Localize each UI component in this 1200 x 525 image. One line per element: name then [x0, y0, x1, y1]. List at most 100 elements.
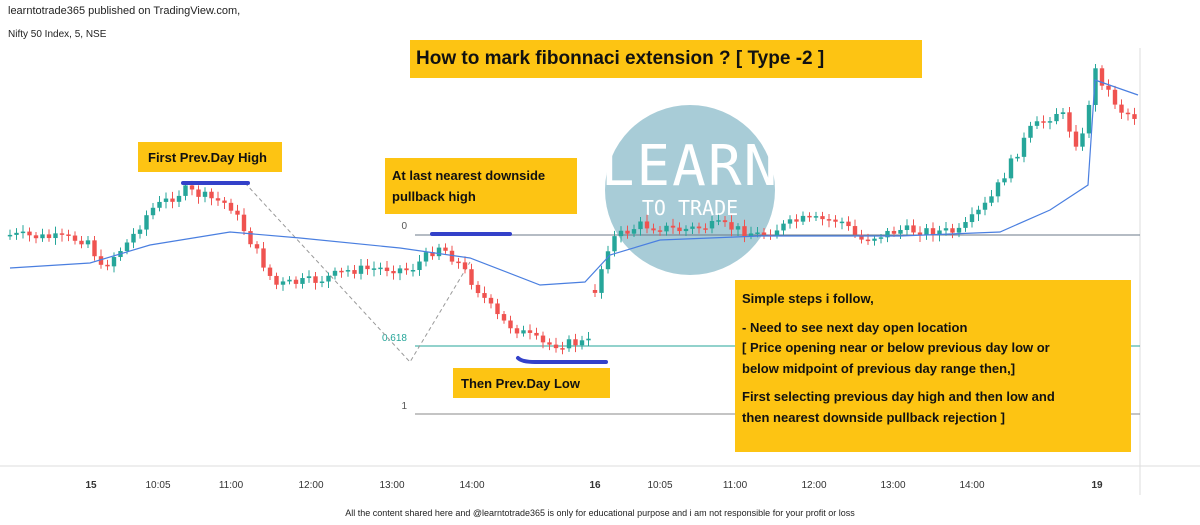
candle-body [1002, 178, 1007, 183]
candle-body [696, 226, 702, 229]
candle-body [917, 232, 923, 236]
candle-body [911, 225, 916, 233]
candle-body [345, 270, 351, 272]
time-label: 15 [85, 480, 97, 491]
candle-body [774, 230, 780, 236]
candle-body [969, 214, 975, 223]
candle-body [807, 215, 812, 218]
steps-heading: Simple steps i follow, [742, 291, 874, 306]
candle-body [1080, 133, 1085, 147]
candle-body [391, 271, 396, 274]
candle-body [202, 191, 208, 197]
candle-body [72, 235, 78, 241]
candle-body [586, 338, 591, 341]
candle-body [839, 221, 845, 224]
candle-body [469, 269, 474, 285]
steps-box: Simple steps i follow, - Need to see nex… [735, 280, 1131, 452]
candle-body [410, 270, 416, 272]
candle-body [521, 330, 526, 334]
candle-body [924, 228, 929, 236]
candle-body [261, 248, 266, 268]
candle-body [365, 265, 370, 270]
candle-body [1008, 158, 1014, 179]
candle-body [950, 228, 955, 233]
logo-subtext: TO TRADE [642, 196, 738, 220]
candle-body [1106, 85, 1111, 90]
candle-body [404, 268, 409, 271]
candle-body [1132, 114, 1137, 119]
candle-body [1047, 121, 1053, 123]
candle-body [300, 278, 305, 284]
candle-body [618, 230, 624, 237]
candle-body [677, 227, 682, 232]
candle-body [956, 227, 962, 233]
time-label: 16 [589, 480, 601, 491]
candle-body [20, 231, 26, 234]
candle-body [898, 229, 903, 234]
candle-body [852, 226, 858, 235]
candle-body [59, 233, 65, 235]
candle-body [514, 328, 520, 334]
candle-body [560, 348, 565, 350]
candle-body [176, 195, 182, 202]
candle-body [1034, 121, 1040, 126]
candle-body [625, 230, 630, 234]
candle-body [800, 215, 806, 222]
candle-body [274, 275, 279, 285]
step-line: First selecting previous day high and th… [742, 389, 1055, 404]
time-axis: 15 10:05 11:00 12:00 13:00 14:00 16 10:05 11:00 1… [85, 480, 1103, 491]
annotation: Then Prev.Day Low [453, 368, 610, 398]
candle-body [664, 225, 669, 232]
candle-body [66, 234, 71, 236]
candle-body [1028, 125, 1033, 138]
candle-body [937, 230, 942, 236]
candle-body [144, 215, 149, 230]
candle-body [553, 344, 559, 349]
candle-body [761, 232, 767, 235]
candle-body [98, 256, 104, 265]
candle-body [508, 320, 513, 329]
candle-body [716, 220, 721, 222]
candle-body [248, 231, 253, 245]
candle-body [735, 226, 741, 230]
candle-body [436, 247, 442, 257]
annotation: First Prev.Day High [138, 142, 282, 172]
candle-body [280, 281, 286, 285]
candle-body [456, 261, 461, 264]
candle-body [53, 233, 58, 239]
candle-body [709, 221, 715, 229]
publisher: learntotrade365 published on TradingView… [8, 5, 241, 17]
candle-body [1093, 68, 1098, 105]
step-line: then nearest downside pullback rejection… [742, 409, 1005, 425]
candle-body [241, 214, 247, 232]
candle-body [742, 226, 747, 237]
candles [7, 64, 1137, 355]
candle-body [79, 240, 84, 245]
step-line: below midpoint of previous day range the… [742, 360, 1016, 376]
candle-body [157, 201, 162, 208]
candle-body [690, 226, 695, 229]
candle-body [943, 228, 949, 231]
time-label: 12:00 [801, 480, 826, 491]
marker-low [516, 356, 608, 364]
candle-body [982, 202, 988, 210]
candle-body [547, 342, 552, 345]
candle-body [170, 198, 175, 202]
candle-body [85, 240, 91, 245]
candle-body [540, 335, 546, 343]
time-label: 11:00 [219, 480, 244, 491]
candle-body [787, 219, 793, 224]
annotation-line: pullback high [392, 189, 476, 204]
candle-body [163, 198, 169, 202]
candle-body [579, 340, 585, 346]
candle-body [209, 191, 214, 199]
candle-body [833, 219, 838, 222]
candle-body [7, 234, 13, 237]
candle-body [859, 234, 864, 240]
title: How to mark fibonnaci extension ? [ Type… [410, 40, 922, 78]
time-label: 19 [1091, 480, 1103, 491]
candle-body [729, 222, 734, 230]
candle-body [293, 279, 299, 284]
candle-body [781, 223, 786, 231]
